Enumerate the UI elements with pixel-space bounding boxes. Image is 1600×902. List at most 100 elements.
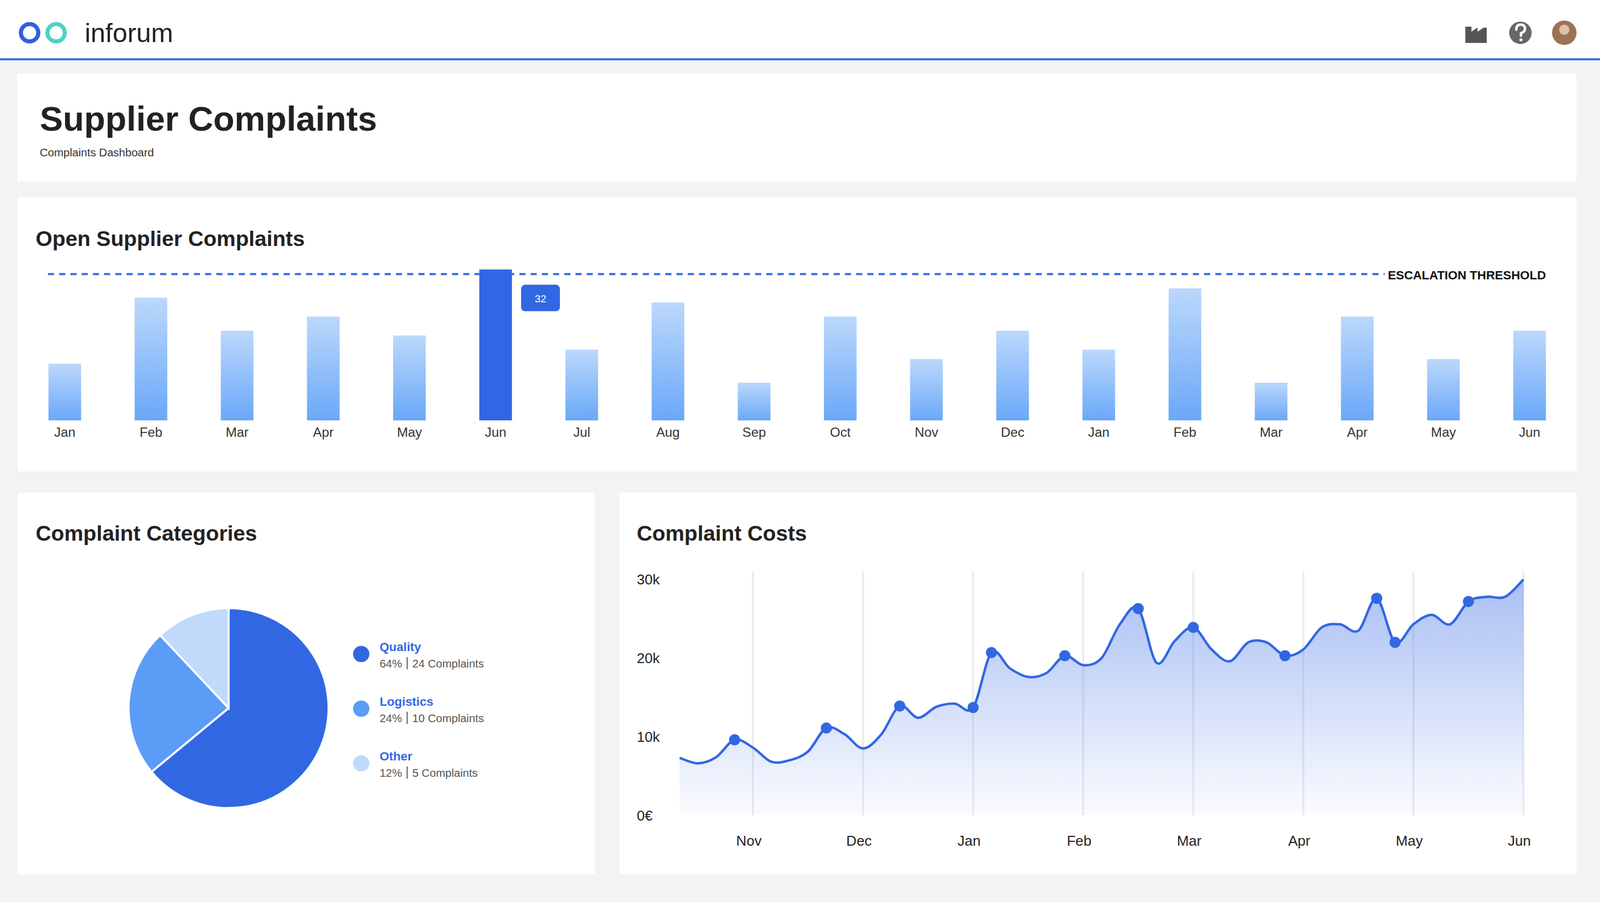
point: [728, 734, 741, 746]
x-tick-label: Sep: [742, 424, 767, 440]
x-tick-label: Aug: [656, 424, 680, 440]
bar: [565, 349, 599, 421]
point: [1279, 650, 1292, 662]
page-title: Supplier Complaints: [39, 99, 378, 138]
point: [1132, 603, 1144, 615]
threshold-label: ESCALATION THRESHOLD: [1387, 268, 1546, 283]
legend-count: 10 Complaints: [412, 711, 484, 725]
pie-slice: [160, 608, 229, 709]
legend-swatch: [353, 645, 370, 663]
chart-title: Complaint Categories: [35, 521, 258, 546]
bar: [1340, 316, 1374, 421]
x-tick-label: Feb: [139, 424, 163, 440]
x-tick-label: Apr: [312, 424, 334, 440]
bars: [48, 269, 1546, 421]
x-tick-label: Nov: [736, 832, 762, 850]
y-tick-label: 20k: [636, 650, 661, 667]
logo: [20, 24, 39, 42]
point: [820, 722, 833, 734]
x-tick-label: Mar: [225, 424, 249, 440]
legend-count: 5 Complaints: [412, 766, 478, 780]
top-bar-line: [0, 58, 1600, 61]
y-tick-label: 30k: [636, 571, 661, 588]
bar: [909, 359, 943, 421]
x-tick-label: Feb: [1066, 832, 1092, 850]
pie: [128, 608, 329, 809]
x-tick-label: Jan: [957, 832, 981, 850]
bar: [134, 298, 168, 421]
y-axis: 0€ 10k 20k 30k: [636, 571, 661, 824]
y-tick-label: 0€: [636, 807, 653, 825]
legend-count: 24 Complaints: [412, 657, 484, 670]
bar: [479, 269, 513, 421]
point: [1370, 592, 1383, 605]
x-tick-label: Oct: [830, 424, 851, 440]
legend-percent: 64%: [379, 657, 402, 670]
bar: [1427, 359, 1461, 421]
header-panel: [17, 73, 1577, 183]
line-panel: [619, 493, 1577, 875]
chart-title: Complaint Costs: [636, 521, 807, 546]
x-tick-label: Feb: [1173, 424, 1197, 440]
x-tick-label: May: [1431, 424, 1457, 440]
bar: [996, 330, 1030, 421]
x-tick-label: Dec: [846, 832, 872, 850]
x-tick-label: Apr: [1346, 424, 1368, 440]
data-label-box: [521, 284, 560, 312]
legend-label: Quality: [379, 640, 422, 654]
legend-separator: [406, 766, 408, 779]
page-subtitle: Complaints Dashboard: [39, 146, 155, 159]
logo: [47, 24, 66, 42]
avatar: [1558, 24, 1570, 35]
point: [1389, 637, 1401, 649]
legend: Quality64%24 ComplaintsLogistics24%10 Co…: [353, 640, 484, 780]
x-tick-label: Dec: [1000, 424, 1025, 440]
background: [0, 0, 1600, 902]
x-tick-label: May: [1396, 832, 1423, 850]
bar: [1082, 349, 1116, 421]
x-tick-label: Jun: [1519, 424, 1541, 440]
area: [679, 579, 1524, 816]
plot: [679, 579, 1524, 816]
brand: inforum: [84, 18, 174, 48]
point: [1462, 596, 1475, 608]
y-tick-label: 10k: [636, 728, 661, 746]
x-tick-label: Jul: [573, 424, 591, 440]
x-tick-label: Jan: [1088, 424, 1110, 440]
x-tick-label: Jun: [485, 424, 507, 440]
help-icon: [1519, 38, 1523, 42]
bar: [393, 335, 426, 421]
pie-panel: [17, 493, 595, 875]
legend-percent: 24%: [379, 711, 402, 725]
avatar: [1551, 20, 1577, 46]
x-tick-label: May: [396, 424, 423, 440]
legend-swatch: [353, 755, 370, 772]
x-tick-label: Mar: [1176, 832, 1202, 850]
x-axis: Nov Dec Jan Feb Mar Apr May Jun: [736, 832, 1531, 850]
markers: [728, 592, 1474, 746]
point: [985, 646, 998, 659]
factory-icon: [1465, 26, 1487, 44]
x-tick-label: Apr: [1288, 832, 1311, 850]
point: [1187, 622, 1200, 634]
bar: [824, 316, 857, 421]
bar: [220, 330, 254, 421]
bar: [737, 382, 771, 421]
x-tick-label: Nov: [914, 424, 939, 440]
legend-separator: [406, 657, 408, 670]
bar-labels: JanFebMarAprMay32JunJulAugSepOctNovDecJa…: [54, 284, 1541, 440]
threshold-line: [48, 273, 1386, 276]
bar: [1513, 330, 1546, 421]
help-icon: [1516, 24, 1526, 37]
x-tick-label: Mar: [1259, 424, 1283, 440]
x-tick-label: Jun: [1508, 832, 1532, 850]
line: [679, 579, 1524, 764]
chart-title: Open Supplier Complaints: [35, 226, 305, 251]
legend-swatch: [353, 700, 370, 717]
legend-label: Other: [379, 749, 413, 764]
top-bar: [0, 0, 1600, 58]
bar-panel: [17, 196, 1577, 472]
bar: [651, 302, 685, 421]
point: [1059, 650, 1071, 662]
legend-separator: [406, 711, 408, 724]
